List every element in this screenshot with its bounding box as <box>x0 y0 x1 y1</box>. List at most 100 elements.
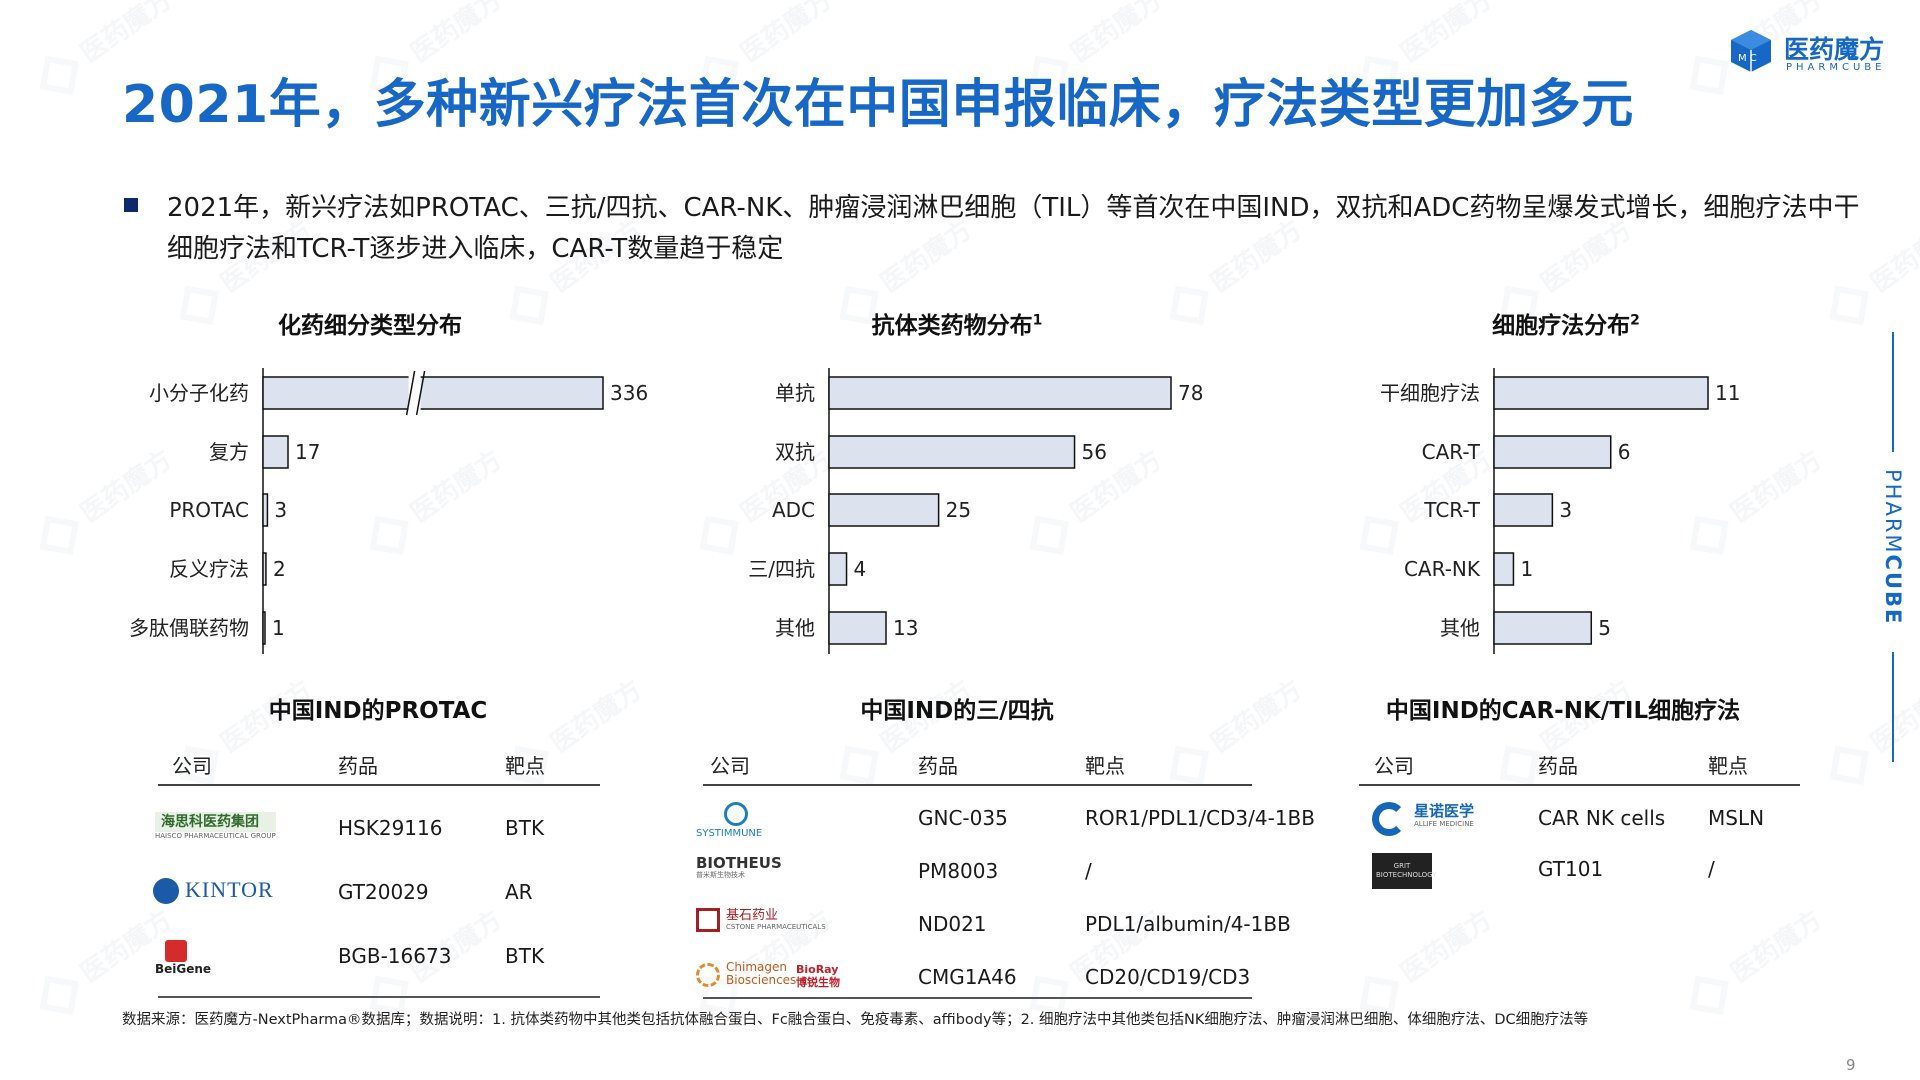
systimmune-emblem-icon <box>724 802 748 826</box>
company-logo: GRIT BIOTECHNOLOGY <box>1372 853 1436 889</box>
company-logo-subtext: HAISCO PHARMACEUTICAL GROUP <box>155 832 276 840</box>
category-label: 复方 <box>209 440 249 464</box>
target-name: PDL1/albumin/4-1BB <box>1085 912 1291 936</box>
side-line-bottom <box>1892 652 1894 762</box>
svg-text:M C: M C <box>1738 53 1757 64</box>
footnote: 数据来源：医药魔方-NextPharma®数据库；数据说明：1. 抗体类药物中其… <box>122 1012 1589 1028</box>
company-logo-text: KINTOR <box>185 877 274 902</box>
value-label: 25 <box>946 498 971 522</box>
company-logo-text: 海思科医药集团 <box>155 812 276 832</box>
logo-text-en: PHARMCUBE <box>1786 62 1886 73</box>
company-logo-subtext: BioRay 博锐生物 <box>796 963 840 989</box>
company-logo-text: BeiGene <box>155 962 212 976</box>
company-logo: BIOTHEUS 普米斯生物技术 <box>696 855 782 880</box>
company-logo-subtext: 普米斯生物技术 <box>696 871 745 879</box>
pharmcube-logo: M C 医药魔方 PHARMCUBE <box>1728 26 1898 76</box>
category-label: 小分子化药 <box>149 381 249 405</box>
company-logo-text: Chimagen Biosciences <box>726 960 797 987</box>
page-title: 2021年，多种新兴疗法首次在中国申报临床，疗法类型更加多元 <box>122 75 1634 135</box>
side-brand: PHARMCUBE <box>1880 332 1906 762</box>
company-logo: KINTOR <box>153 876 274 904</box>
value-label: 13 <box>893 616 918 640</box>
target-name: / <box>1708 857 1715 881</box>
category-label: PROTAC <box>169 498 249 522</box>
cstone-emblem-icon <box>696 908 720 932</box>
table-header-2: 靶点 <box>1085 754 1125 778</box>
value-label: 4 <box>854 557 867 581</box>
side-line-top <box>1892 332 1894 452</box>
chart-title-chemical: 化药细分类型分布 <box>278 313 462 339</box>
company-logo-text: 星诺医学 <box>1414 802 1475 820</box>
target-name: ROR1/PDL1/CD3/4-1BB <box>1085 806 1315 830</box>
bar-0-4 <box>262 611 266 645</box>
target-name: / <box>1085 859 1092 883</box>
category-label: TCR-T <box>1423 498 1480 522</box>
bar-2-1 <box>1493 435 1612 469</box>
company-logo-text: 基石药业 <box>726 908 779 923</box>
company-logo: 基石药业 CSTONE PHARMACEUTICALS <box>696 908 826 932</box>
bar-2-4 <box>1493 611 1593 645</box>
category-label: 干细胞疗法 <box>1380 381 1480 405</box>
value-label: 5 <box>1598 616 1611 640</box>
category-label: 其他 <box>1440 616 1480 640</box>
drug-name: HSK29116 <box>338 816 443 840</box>
target-name: BTK <box>505 816 545 840</box>
target-name: CD20/CD19/CD3 <box>1085 965 1251 989</box>
beigene-emblem-icon <box>165 940 187 962</box>
bar-2-2 <box>1493 493 1554 527</box>
value-label: 1 <box>1520 557 1533 581</box>
table-title: 中国IND的PROTAC <box>268 698 488 724</box>
company-logo-subtext: CSTONE PHARMACEUTICALS <box>726 923 826 931</box>
bar-1-0 <box>828 376 1172 410</box>
drug-name: CAR NK cells <box>1538 806 1666 830</box>
bar-1-3 <box>828 552 848 586</box>
drug-name: PM8003 <box>918 859 999 883</box>
target-name: MSLN <box>1708 806 1765 830</box>
axis-break-mark <box>405 370 416 416</box>
drug-name: CMG1A46 <box>918 965 1017 989</box>
bar-1-4 <box>828 611 887 645</box>
company-logo: BeiGene <box>155 940 211 976</box>
company-logo-subtext: ALLIFE MEDICINE <box>1414 820 1474 828</box>
logo-text-cn: 医药魔方 <box>1784 35 1885 64</box>
company-logo: 海思科医药集团 HAISCO PHARMACEUTICAL GROUP <box>155 812 276 841</box>
kintor-emblem-icon <box>153 878 179 904</box>
drug-name: ND021 <box>918 912 987 936</box>
bar-2-0 <box>1493 376 1709 410</box>
value-label: 3 <box>274 498 287 522</box>
value-label: 78 <box>1178 381 1203 405</box>
table-header-2: 靶点 <box>1708 754 1748 778</box>
value-label: 1 <box>272 616 285 640</box>
category-label: CAR-T <box>1422 440 1481 464</box>
company-logo: Chimagen Biosciences BioRay 博锐生物 <box>696 960 840 989</box>
category-label: CAR-NK <box>1404 557 1481 581</box>
table-header-0: 公司 <box>1374 754 1414 778</box>
summary-bullet: 2021年，新兴疗法如PROTAC、三抗/四抗、CAR-NK、肿瘤浸润淋巴细胞（… <box>167 193 1860 264</box>
table-header-0: 公司 <box>172 754 212 778</box>
value-label: 2 <box>273 557 286 581</box>
value-label: 11 <box>1715 381 1740 405</box>
category-label: 反义疗法 <box>169 557 249 581</box>
drug-name: GT20029 <box>338 880 429 904</box>
chart-title-antibody: 抗体类药物分布1 <box>871 312 1043 339</box>
table-header-rule <box>158 784 600 786</box>
table-title: 中国IND的CAR-NK/TIL细胞疗法 <box>1385 698 1741 724</box>
bar-1-2 <box>828 493 940 527</box>
target-name: AR <box>505 880 533 904</box>
table-header-1: 药品 <box>918 754 958 778</box>
category-label: ADC <box>772 498 815 522</box>
table-bottom-rule <box>158 996 600 998</box>
table-bottom-rule <box>703 997 1252 999</box>
chimagen-emblem-icon <box>696 963 720 987</box>
category-label: 双抗 <box>775 440 815 464</box>
table-header-rule <box>1359 784 1800 786</box>
category-label: 其他 <box>775 616 815 640</box>
bullet-square <box>124 198 138 212</box>
chart-title-cell-therapy: 细胞疗法分布2 <box>1492 312 1640 339</box>
bar-0-1 <box>262 435 289 469</box>
table-header-1: 药品 <box>1538 754 1578 778</box>
table-header-0: 公司 <box>710 754 750 778</box>
drug-name: GNC-035 <box>918 806 1008 830</box>
company-logo-text: SYSTIMMUNE <box>696 828 763 839</box>
page-number: 9 <box>1846 1056 1856 1074</box>
